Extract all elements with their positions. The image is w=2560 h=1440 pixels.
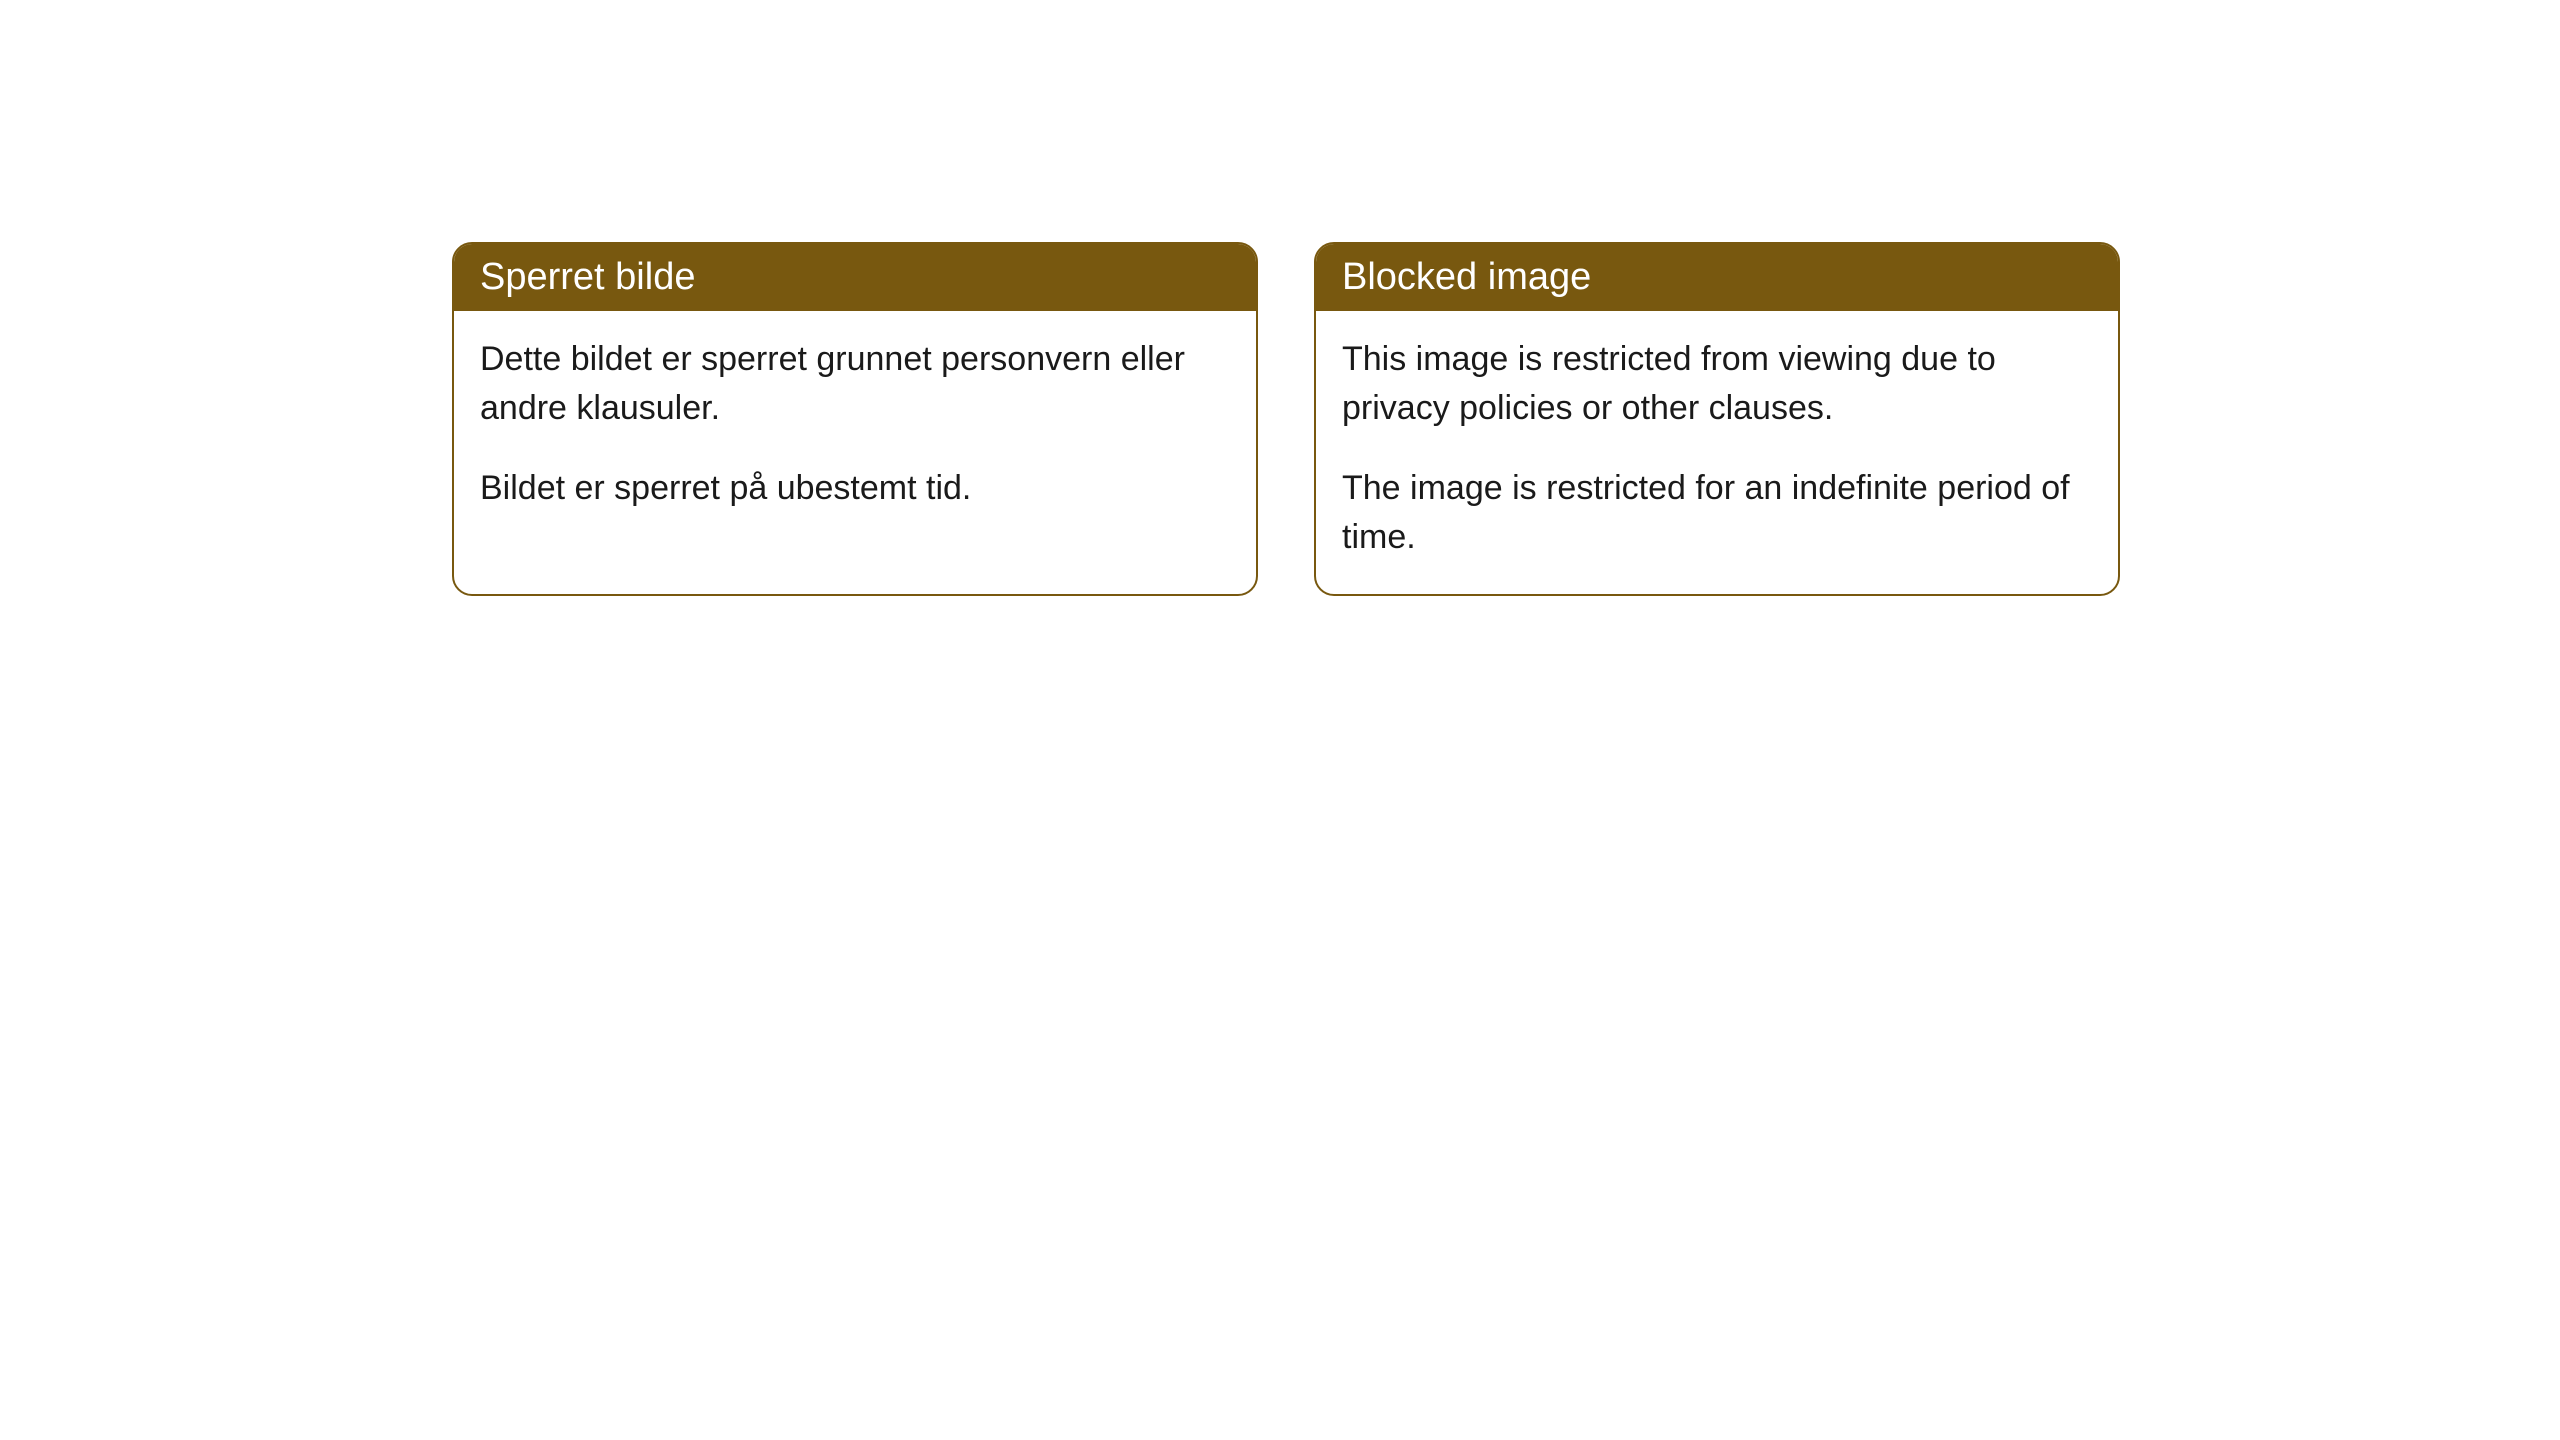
- card-header: Sperret bilde: [454, 244, 1256, 311]
- card-body: Dette bildet er sperret grunnet personve…: [454, 311, 1256, 545]
- card-paragraph: Dette bildet er sperret grunnet personve…: [480, 335, 1230, 434]
- card-body: This image is restricted from viewing du…: [1316, 311, 2118, 594]
- blocked-image-card-norwegian: Sperret bilde Dette bildet er sperret gr…: [452, 242, 1258, 596]
- card-paragraph: This image is restricted from viewing du…: [1342, 335, 2092, 434]
- info-cards-container: Sperret bilde Dette bildet er sperret gr…: [452, 242, 2120, 596]
- blocked-image-card-english: Blocked image This image is restricted f…: [1314, 242, 2120, 596]
- card-paragraph: The image is restricted for an indefinit…: [1342, 464, 2092, 563]
- card-paragraph: Bildet er sperret på ubestemt tid.: [480, 464, 1230, 513]
- card-title: Blocked image: [1342, 256, 1591, 298]
- card-title: Sperret bilde: [480, 256, 695, 298]
- card-header: Blocked image: [1316, 244, 2118, 311]
